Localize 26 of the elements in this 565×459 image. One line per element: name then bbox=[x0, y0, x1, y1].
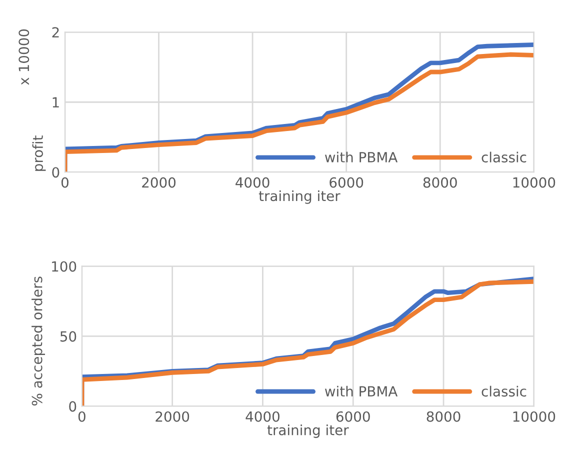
y-tick-label: 2 bbox=[52, 27, 59, 38]
legend-label: with PBMA bbox=[324, 386, 398, 396]
x-axis-title: training iter bbox=[267, 424, 349, 438]
legend-label: classic bbox=[482, 386, 526, 397]
legend-label: classic bbox=[482, 152, 526, 162]
x-tick-label: 2000 bbox=[156, 411, 190, 422]
y-tick-label: 0 bbox=[69, 401, 76, 412]
x-tick-label: 6000 bbox=[330, 177, 364, 188]
x-tick-label: 4000 bbox=[246, 411, 280, 422]
y-axis-title: % accepted orders bbox=[32, 276, 45, 406]
x-tick-label: 0 bbox=[78, 411, 86, 422]
x-tick-label: 4000 bbox=[236, 177, 270, 188]
x-axis-title: training iter bbox=[258, 190, 340, 204]
y-tick-label: 50 bbox=[60, 331, 76, 342]
x-tick-label: 6000 bbox=[336, 411, 370, 422]
x-tick-label: 8000 bbox=[426, 411, 460, 422]
text: x 10000 bbox=[18, 29, 30, 85]
x-tick-label: 8000 bbox=[423, 177, 457, 188]
y-tick-label: 100 bbox=[52, 261, 76, 272]
y-axis-title: profit bbox=[32, 136, 46, 171]
x-tick-label: 2000 bbox=[142, 177, 176, 188]
legend-label: with PBMA bbox=[324, 152, 398, 162]
x-tick-label: 10000 bbox=[513, 177, 556, 188]
x-tick-label: 10000 bbox=[513, 411, 556, 422]
y-tick-label: 0 bbox=[52, 167, 60, 178]
y-tick-label: 1 bbox=[52, 97, 59, 108]
